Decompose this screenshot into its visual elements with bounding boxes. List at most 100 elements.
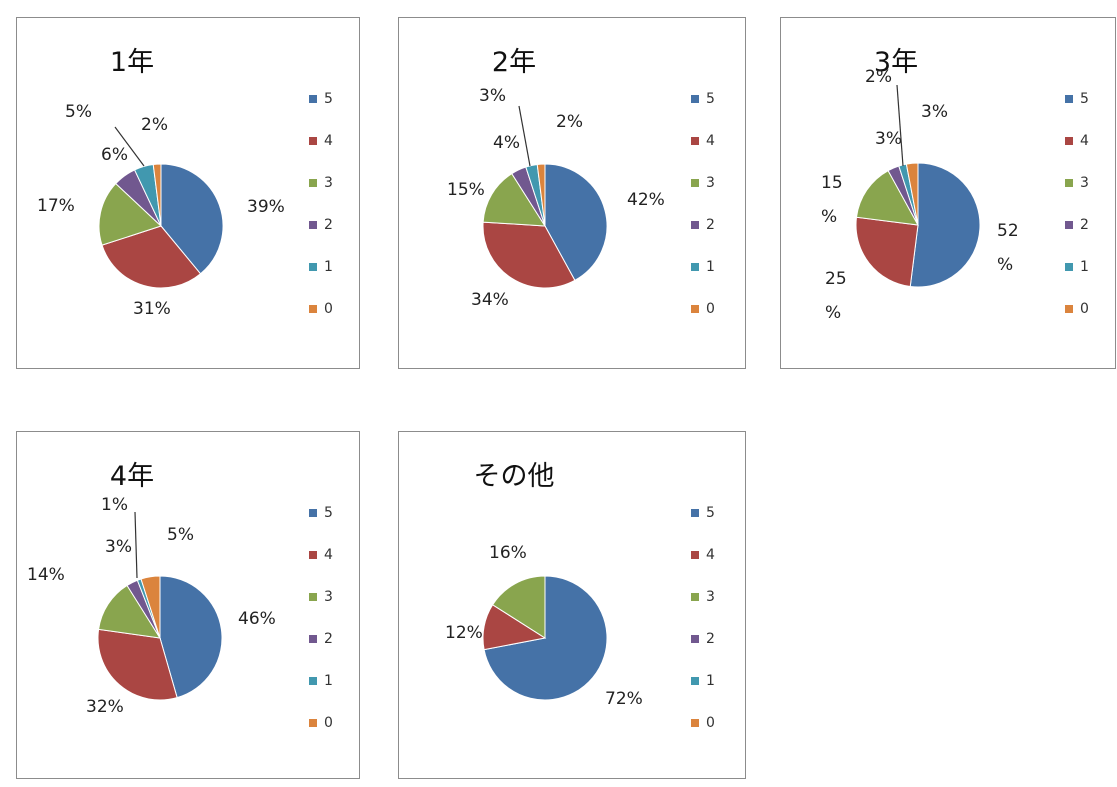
legend-swatch [309,221,317,229]
legend-swatch [691,221,699,229]
legend-swatch [691,593,699,601]
legend-swatch [309,551,317,559]
legend-label: 4 [324,547,333,563]
legend-swatch [309,509,317,517]
data-label: 3% [479,86,506,106]
pie-plot: 42% 34% 15% 4% 3% 2% [447,86,665,310]
pie-plot: 52 % 25 % 15 % 3% 2% 3% [821,67,1019,323]
legend-label: 2 [706,631,715,647]
legend-swatch [691,551,699,559]
pie-slice-3 [491,575,546,639]
legend-label: 3 [324,175,333,191]
data-label: 2% [865,67,892,87]
legend-label: 4 [706,547,715,563]
legend-label: 4 [1080,133,1089,149]
pie-slice-5 [160,163,224,275]
legend-swatch [691,677,699,685]
pie-slice-0 [140,575,161,639]
data-label: 4% [493,133,520,153]
legend-swatch [309,635,317,643]
legend-label: 1 [1080,259,1089,275]
data-label: 14% [27,565,65,585]
legend-swatch [1065,179,1073,187]
data-label: 16% [489,543,527,563]
legend-label: 2 [706,217,715,233]
chart-title: 1年 [109,47,155,78]
pie-slice-4 [482,221,576,289]
data-label: 32% [86,697,124,717]
legend-swatch [309,677,317,685]
pie-chart-panel-3: 3年 52% 25% 15% 3% 2% 3% 5 4 3 2 1 0 [780,17,1116,369]
chart-title: その他 [473,461,555,492]
legend-label: 5 [706,505,715,521]
data-label: 2% [556,112,583,132]
legend-label: 5 [324,91,333,107]
legend-swatch [691,137,699,145]
chart-title: 2年 [491,47,537,78]
pie-slice-5 [159,575,223,699]
data-label: 42% [627,190,665,210]
data-label: 5% [65,102,92,122]
pie-slice-3 [98,584,161,639]
legend-swatch [1065,221,1073,229]
legend-label: 0 [706,715,715,731]
legend-swatch [691,509,699,517]
pie-chart-panel-2: 2年 42% 34% 15% 4% 3% 2% 5 4 3 2 1 0 [398,17,746,369]
legend-label: 2 [324,631,333,647]
legend-swatch [1065,95,1073,103]
data-label: 2% [141,115,168,135]
chart-title: 4年 [109,461,155,492]
pie-chart-panel-5: その他 72% 12% 16% 5 4 3 2 1 0 [398,431,746,779]
data-label: 12% [445,623,483,643]
legend-swatch [691,263,699,271]
legend-swatch [309,719,317,727]
legend-label: 0 [1080,301,1089,317]
data-label: 5% [167,525,194,545]
data-label: 3% [921,102,948,122]
legend-label: 5 [1080,91,1089,107]
legend-swatch [691,719,699,727]
legend-swatch [1065,263,1073,271]
pie-slice-0 [536,163,546,227]
data-label: 15% [821,173,843,227]
data-label: 3% [875,129,902,149]
legend-swatch [309,593,317,601]
pie-slice-5 [909,162,981,288]
pie-plot: 39% 31% 17% 6% 5% 2% [37,102,285,319]
legend-swatch [691,635,699,643]
data-label: 3% [105,537,132,557]
legend-label: 3 [324,589,333,605]
pie-chart-panel-1: 1年 39% 31% 17% 6% 5% 2% 5 4 3 2 1 0 [16,17,360,369]
pie-slice-5 [544,163,608,282]
data-label: 34% [471,290,509,310]
data-label: 17% [37,196,75,216]
pie-slice-3 [855,169,919,226]
data-label: 25% [825,269,847,323]
data-label: 52% [997,221,1019,275]
leader-line [134,511,138,579]
pie-chart-panel-4: 4年 46% 32% 14% 3% 1% 5% 5 4 3 2 1 0 [16,431,360,779]
legend-label: 2 [324,217,333,233]
pie-slice-3 [482,172,546,227]
legend-label: 0 [324,715,333,731]
pie-slice-0 [905,162,919,226]
legend-swatch [309,137,317,145]
leader-line [114,126,145,167]
legend-swatch [1065,305,1073,313]
legend-label: 3 [706,589,715,605]
legend-label: 5 [324,505,333,521]
chart-title: 3年 [873,47,919,78]
legend-label: 1 [324,673,333,689]
leader-line [518,105,531,167]
legend-label: 0 [324,301,333,317]
legend-swatch [309,179,317,187]
legend-label: 1 [324,259,333,275]
legend-label: 4 [324,133,333,149]
legend-label: 4 [706,133,715,149]
data-label: 46% [238,609,276,629]
legend-label: 1 [706,673,715,689]
legend-label: 1 [706,259,715,275]
data-label: 39% [247,197,285,217]
data-label: 72% [605,689,643,709]
legend-swatch [1065,137,1073,145]
